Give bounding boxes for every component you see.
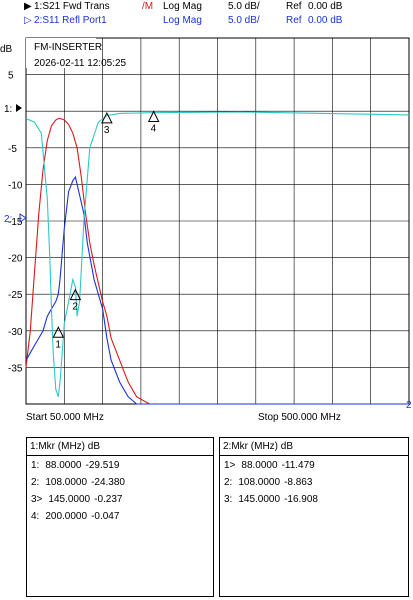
y-tick-label: -20 xyxy=(8,254,23,265)
trace1-ref-icon xyxy=(16,104,22,112)
trace2-ref-icon xyxy=(19,213,27,223)
marker-id: 3> xyxy=(31,494,43,505)
marker-id: 3: xyxy=(224,494,233,505)
trace2-marker-row: 1> 88.0000 -11.479 xyxy=(224,460,315,471)
marker-1-icon[interactable] xyxy=(52,326,65,338)
marker-value: -0.237 xyxy=(94,494,123,505)
marker-4-icon[interactable] xyxy=(147,110,160,123)
trace2-marker-row: 3: 145.0000 -16.908 xyxy=(224,494,318,505)
marker-2-icon[interactable] xyxy=(69,288,82,301)
trace2-format: Log Mag xyxy=(163,15,202,26)
marker-id: 2: xyxy=(224,477,233,488)
plot-markers: 1 2 3 4 xyxy=(52,110,160,350)
plot-title: FM-INSERTER xyxy=(34,42,102,53)
y-tick-label: -10 xyxy=(8,180,23,191)
trace1-marker-row: 3> 145.0000 -0.237 xyxy=(31,494,122,505)
trace2-ref: Ref xyxy=(286,15,302,26)
plot-datetime: 2026-02-11 12:05:25 xyxy=(34,58,127,69)
y-tick-label: 5 xyxy=(8,71,14,82)
stop-frequency: Stop 500.000 MHz xyxy=(258,412,341,423)
y-tick-label: -5 xyxy=(8,144,17,155)
marker-id: 1: xyxy=(31,460,40,471)
marker-4-label: 4 xyxy=(151,124,157,135)
marker-value: -16.908 xyxy=(284,494,318,505)
marker-frequency: 108.0000 xyxy=(238,477,281,488)
y-tick-label: -25 xyxy=(8,290,23,301)
marker-frequency: 88.0000 xyxy=(241,460,278,471)
marker-table-trace1-title: 1:Mkr (MHz) dB xyxy=(30,441,100,452)
trace-line-2 xyxy=(25,175,409,405)
trace1-marker-row: 4: 200.0000 -0.047 xyxy=(31,511,119,522)
trace2-end-label: 2 xyxy=(406,400,412,411)
marker-table-trace1: 1:Mkr (MHz) dB 1: 88.0000 -29.519 2: 108.000… xyxy=(26,437,214,597)
marker-id: 4: xyxy=(31,511,40,522)
trace1-ref-value: 0.00 dB xyxy=(308,1,343,12)
y-tick-label: -15 xyxy=(8,217,23,228)
trace1-marker-row: 2: 108.0000 -24.380 xyxy=(31,477,125,488)
trace2-ref-value: 0.00 dB xyxy=(308,15,343,26)
marker-table-trace2-title: 2:Mkr (MHz) dB xyxy=(223,441,293,452)
trace2-ref-label: 2: xyxy=(4,214,12,225)
y-tick-label: -35 xyxy=(8,363,23,374)
plot-info-background xyxy=(26,38,96,68)
trace1-scale: 5.0 dB/ xyxy=(228,1,260,12)
plot-traces xyxy=(25,111,410,405)
y-unit-label: dB xyxy=(0,44,13,55)
trace2-marker-row: 2: 108.0000 -8.863 xyxy=(224,477,312,488)
marker-3-icon[interactable] xyxy=(101,111,113,124)
marker-frequency: 145.0000 xyxy=(238,494,281,505)
trace2-inactive-icon: ▷ xyxy=(24,15,32,26)
trace1-marker-row: 1: 88.0000 -29.519 xyxy=(31,460,119,471)
marker-value: -29.519 xyxy=(85,460,120,471)
marker-3-label: 3 xyxy=(104,125,110,136)
trace1-label: 1:S21 Fwd Trans xyxy=(34,1,110,12)
marker-id: 2: xyxy=(31,477,40,488)
trace-plot[interactable]: dB 5 -5 -10 -15 -20 -25 -30 -35 1 2 3 4 FM-INSERTE… xyxy=(0,0,413,430)
marker-value: -24.380 xyxy=(91,477,125,488)
marker-id: 1> xyxy=(224,460,236,471)
marker-frequency: 108.0000 xyxy=(45,477,88,488)
trace1-mode: /M xyxy=(142,1,154,12)
marker-table-trace2: 2:Mkr (MHz) dB 1> 88.0000 -11.479 2: 108.000… xyxy=(219,437,409,597)
marker-value: -8.863 xyxy=(284,477,313,488)
trace1-active-icon: ▶ xyxy=(24,1,32,12)
marker-value: -0.047 xyxy=(91,511,120,522)
marker-frequency: 200.0000 xyxy=(45,511,88,522)
marker-1-label: 1 xyxy=(55,339,61,350)
trace2-label: 2:S11 Refl Port1 xyxy=(34,15,107,26)
marker-frequency: 145.0000 xyxy=(48,494,91,505)
y-tick-label: -30 xyxy=(8,327,23,338)
trace1-ref-label: 1: xyxy=(4,104,12,115)
trace1-ref: Ref xyxy=(286,1,302,12)
marker-value: -11.479 xyxy=(281,460,315,471)
trace2-scale: 5.0 dB/ xyxy=(228,15,260,26)
trace-line-3 xyxy=(25,111,410,397)
marker-frequency: 88.0000 xyxy=(45,460,82,471)
start-frequency: Start 50.000 MHz xyxy=(26,412,104,423)
y-axis-ticks: 5 -5 -10 -15 -20 -25 -30 -35 xyxy=(8,71,23,375)
trace1-format: Log Mag xyxy=(163,1,202,12)
marker-2-label: 2 xyxy=(72,302,78,313)
